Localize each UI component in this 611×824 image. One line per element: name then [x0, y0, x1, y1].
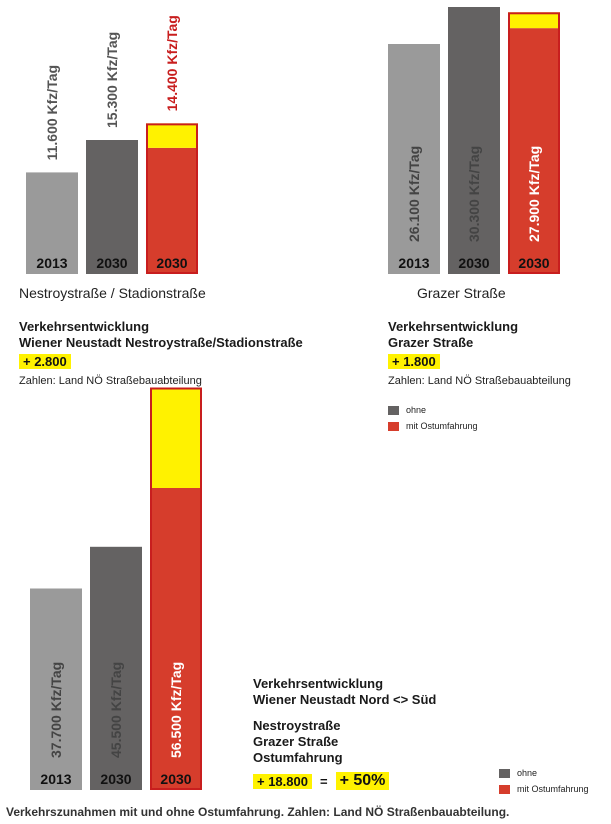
chart2-value-label: 27.900 Kfz/Tag — [526, 146, 542, 242]
legend-top-mit: mit Ostumfahrung — [388, 421, 478, 431]
legend-top-ohne: ohne — [388, 405, 426, 415]
chart3-value-label: 56.500 Kfz/Tag — [168, 662, 184, 758]
chart2-title: Grazer Straße — [417, 285, 506, 301]
chart1-value-label: 14.400 Kfz/Tag — [164, 15, 180, 111]
chart2-heading-line1: Verkehrsentwicklung — [388, 319, 519, 334]
chart3-category-label: 2030 — [160, 771, 191, 787]
chart2-category-label: 2030 — [458, 255, 489, 271]
chart1-category-label: 2030 — [96, 255, 127, 271]
chart2-bar-1 — [388, 44, 440, 274]
chart1-increase-outline — [146, 123, 198, 274]
chart2-category-label: 2013 — [398, 255, 429, 271]
chart2-source: Zahlen: Land NÖ Straßebauabteilung — [388, 375, 571, 387]
legend-label: ohne — [517, 768, 538, 778]
chart1-bar-1 — [26, 172, 78, 274]
chart3-heading-line1: Verkehrsentwicklung — [253, 676, 384, 691]
chart1-bar-2 — [86, 140, 138, 274]
chart1-heading-line2: Wiener Neustadt Nestroystraße/Stadionstr… — [19, 335, 303, 350]
chart1-value-label: 15.300 Kfz/Tag — [104, 32, 120, 128]
chart1-value-label: 11.600 Kfz/Tag — [44, 65, 60, 160]
chart3-bar-2 — [90, 546, 142, 790]
chart3-road-1: Nestroystraße — [253, 718, 341, 733]
chart1-increase-badge: + 2.800 — [19, 354, 71, 369]
chart1-source: Zahlen: Land NÖ Straßebauabteilung — [19, 375, 202, 387]
figure-caption: Verkehrszunahmen mit und ohne Ostumfahru… — [6, 805, 510, 819]
chart3-value-label: 45.500 Kfz/Tag — [108, 662, 124, 758]
chart1-heading-line1: Verkehrsentwicklung — [19, 319, 150, 334]
legend-swatch-icon — [388, 405, 399, 415]
chart2-heading-line2: Grazer Straße — [388, 335, 474, 350]
chart1-title: Nestroystraße / Stadionstraße — [19, 285, 206, 301]
chart1-category-label: 2030 — [156, 255, 187, 271]
chart1-category-label: 2013 — [36, 255, 67, 271]
chart2-increase-badge: + 1.800 — [388, 354, 440, 369]
chart3-road-3: Ostumfahrung — [253, 750, 343, 765]
chart3-percent-badge: + 50% — [335, 772, 390, 790]
legend-label: mit Ostumfahrung — [406, 421, 478, 431]
legend-swatch-icon — [388, 421, 399, 431]
chart3-category-label: 2030 — [100, 771, 131, 787]
chart2-value-label: 30.300 Kfz/Tag — [466, 146, 482, 242]
chart1-increase-segment — [146, 123, 198, 148]
chart1-bar-3 — [146, 147, 198, 274]
chart2-value-label: 26.100 Kfz/Tag — [406, 146, 422, 242]
legend-bottom-ohne: ohne — [499, 768, 537, 778]
chart2-increase-segment — [508, 12, 560, 29]
chart3-bar-1 — [30, 588, 82, 790]
chart2-increase-outline — [508, 12, 560, 274]
chart3-heading-line2: Wiener Neustadt Nord <> Süd — [253, 692, 437, 707]
chart2-bar-2 — [448, 7, 500, 274]
legend-swatch-icon — [499, 784, 510, 794]
legend-bottom-mit: mit Ostumfahrung — [499, 784, 589, 794]
chart3-sum-row: + 18.800 = + 50% — [253, 772, 390, 790]
chart3-increase-outline — [150, 387, 202, 790]
chart3-bar-3 — [150, 488, 202, 790]
legend-label: ohne — [406, 405, 427, 415]
chart2-bar-3 — [508, 28, 560, 275]
legend-label: mit Ostumfahrung — [517, 784, 589, 794]
chart3-category-label: 2013 — [40, 771, 71, 787]
legend-swatch-icon — [499, 768, 510, 778]
chart3-increase-segment — [150, 387, 202, 488]
chart3-equals-sign: = — [319, 773, 328, 789]
chart3-increase-badge: + 18.800 — [253, 773, 312, 789]
chart3-road-2: Grazer Straße — [253, 734, 339, 749]
chart3-value-label: 37.700 Kfz/Tag — [48, 662, 64, 758]
chart2-category-label: 2030 — [518, 255, 549, 271]
